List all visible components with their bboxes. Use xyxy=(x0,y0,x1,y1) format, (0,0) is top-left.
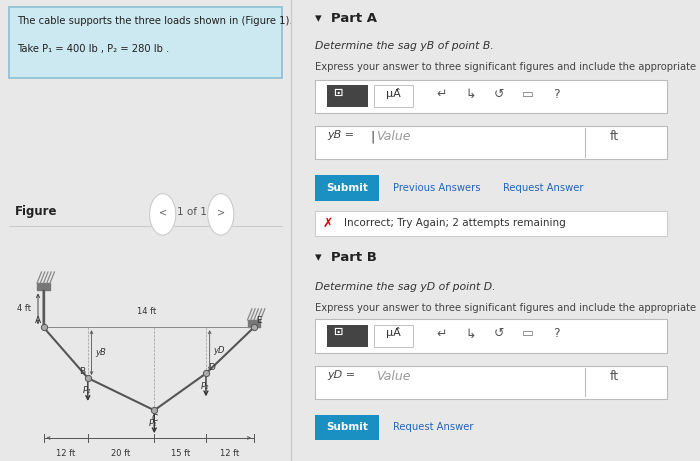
Text: ▾  Part A: ▾ Part A xyxy=(315,12,377,24)
Text: P₁: P₁ xyxy=(149,419,158,428)
Text: Express your answer to three significant figures and include the appropriate uni: Express your answer to three significant… xyxy=(315,303,700,313)
Text: <: < xyxy=(159,207,167,217)
FancyBboxPatch shape xyxy=(315,211,667,236)
Text: ?: ? xyxy=(554,88,560,100)
FancyBboxPatch shape xyxy=(315,366,667,399)
Text: 12 ft: 12 ft xyxy=(56,449,76,458)
Text: ⊡: ⊡ xyxy=(333,88,342,98)
Text: 14 ft: 14 ft xyxy=(137,307,157,316)
Text: yD: yD xyxy=(214,346,225,355)
Text: Determine the sag yD of point D.: Determine the sag yD of point D. xyxy=(315,282,496,292)
Circle shape xyxy=(208,194,234,235)
Text: ▭: ▭ xyxy=(522,327,534,340)
Text: ↵: ↵ xyxy=(437,327,447,340)
Text: Request Answer: Request Answer xyxy=(503,183,584,193)
Text: |: | xyxy=(370,130,374,143)
Text: ✗: ✗ xyxy=(323,217,333,230)
Circle shape xyxy=(150,194,176,235)
Text: Submit: Submit xyxy=(326,422,368,432)
FancyBboxPatch shape xyxy=(328,85,368,107)
Text: Submit: Submit xyxy=(326,183,368,193)
Text: 12 ft: 12 ft xyxy=(220,449,239,458)
Text: 15 ft: 15 ft xyxy=(171,449,190,458)
FancyBboxPatch shape xyxy=(315,175,379,201)
Text: ↳: ↳ xyxy=(466,88,476,100)
FancyBboxPatch shape xyxy=(315,415,379,440)
Text: yB: yB xyxy=(95,348,106,357)
Text: 1 of 1: 1 of 1 xyxy=(177,207,206,217)
Text: yD =: yD = xyxy=(328,370,356,380)
Text: Incorrect; Try Again; 2 attempts remaining: Incorrect; Try Again; 2 attempts remaini… xyxy=(344,218,566,228)
Text: ft: ft xyxy=(610,370,619,383)
Text: ⊡: ⊡ xyxy=(333,327,342,337)
Text: ↵: ↵ xyxy=(437,88,447,100)
Text: >: > xyxy=(217,207,225,217)
Text: Previous Answers: Previous Answers xyxy=(393,183,480,193)
Text: ↺: ↺ xyxy=(494,327,505,340)
Text: yB =: yB = xyxy=(328,130,354,141)
Text: Request Answer: Request Answer xyxy=(393,422,473,432)
FancyBboxPatch shape xyxy=(8,7,282,78)
Text: D: D xyxy=(208,362,215,372)
Text: μÂ: μÂ xyxy=(386,327,401,338)
Text: 4 ft: 4 ft xyxy=(17,304,31,313)
Text: Value: Value xyxy=(377,370,411,383)
FancyBboxPatch shape xyxy=(328,325,368,347)
Text: The cable supports the three loads shown in (Figure 1).: The cable supports the three loads shown… xyxy=(18,16,293,26)
FancyBboxPatch shape xyxy=(315,80,667,113)
Text: Determine the sag yB of point B.: Determine the sag yB of point B. xyxy=(315,41,494,52)
FancyBboxPatch shape xyxy=(315,126,667,159)
Text: μÂ: μÂ xyxy=(386,88,401,99)
Text: Express your answer to three significant figures and include the appropriate uni: Express your answer to three significant… xyxy=(315,62,700,72)
Text: ▭: ▭ xyxy=(522,88,534,100)
Text: E: E xyxy=(256,316,261,325)
Text: P₂: P₂ xyxy=(201,382,209,391)
Text: B: B xyxy=(79,367,85,376)
Text: P₂: P₂ xyxy=(83,386,91,396)
Text: 20 ft: 20 ft xyxy=(111,449,131,458)
Text: C: C xyxy=(151,414,158,423)
Text: ▾  Part B: ▾ Part B xyxy=(315,251,377,264)
FancyBboxPatch shape xyxy=(374,325,413,347)
Text: ?: ? xyxy=(554,327,560,340)
Text: Figure: Figure xyxy=(15,205,57,218)
Text: ft: ft xyxy=(610,130,619,143)
Text: ↳: ↳ xyxy=(466,327,476,340)
FancyBboxPatch shape xyxy=(315,319,667,353)
Text: ↺: ↺ xyxy=(494,88,505,100)
Text: Value: Value xyxy=(377,130,411,143)
FancyBboxPatch shape xyxy=(374,85,413,107)
Text: A: A xyxy=(34,316,41,325)
Text: Take P₁ = 400 lb , P₂ = 280 lb .: Take P₁ = 400 lb , P₂ = 280 lb . xyxy=(18,44,169,54)
